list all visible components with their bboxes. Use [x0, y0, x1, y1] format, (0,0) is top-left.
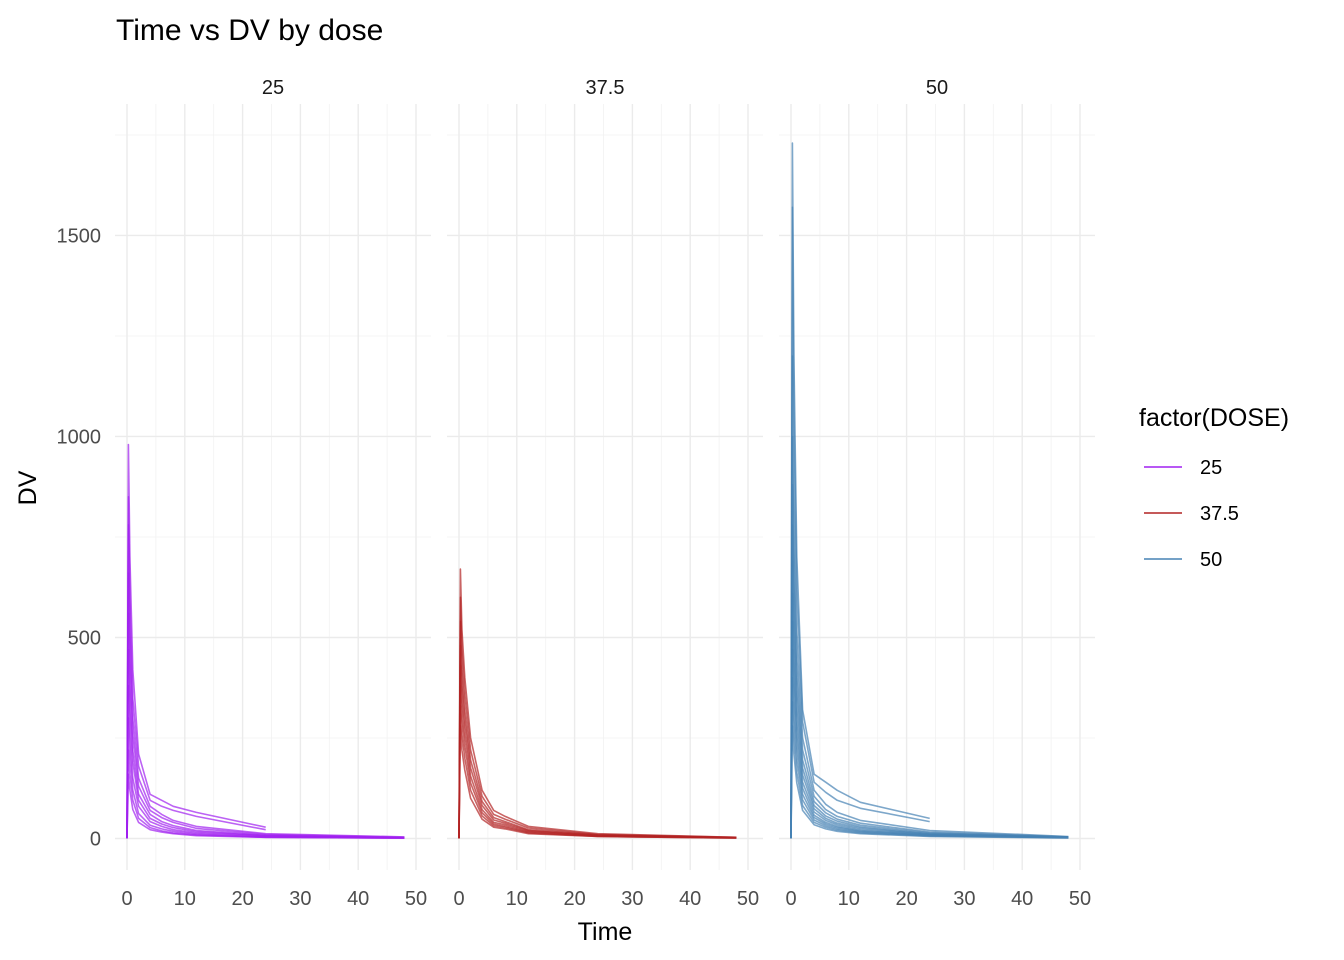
x-tick-label: 0	[121, 888, 132, 910]
series-line-13	[790, 725, 1069, 839]
chart-title: Time vs DV by dose	[116, 14, 383, 47]
x-tick-label: 20	[895, 888, 917, 910]
facet-panel-50: 50 0 10 20 30 40 50	[779, 77, 1095, 910]
facet-panel-37-5: 37.5 0 10 20 30 40 50	[447, 77, 763, 910]
series-line-2	[458, 596, 737, 839]
legend-label: 37.5	[1200, 503, 1239, 525]
x-tick-label: 30	[289, 888, 311, 910]
y-tick-label: 1500	[57, 225, 102, 247]
grid	[779, 104, 1095, 870]
series-line-5	[458, 664, 737, 839]
x-tick-label: 0	[453, 888, 464, 910]
series-line-5	[790, 483, 1069, 839]
x-tick-label: 20	[231, 888, 253, 910]
y-tick-label: 0	[90, 829, 101, 851]
x-tick-label: 30	[953, 888, 975, 910]
series-group	[126, 443, 405, 839]
series-line-6	[790, 524, 1069, 839]
x-tick-label: 10	[174, 888, 196, 910]
grid	[447, 104, 763, 870]
series-line-9	[126, 749, 405, 839]
y-axis-label: DV	[14, 470, 42, 505]
series-line-6	[458, 684, 737, 839]
facet-strip-label: 37.5	[586, 77, 625, 99]
series-line-6	[126, 648, 405, 839]
x-tick-labels: 0 10 20 30 40 50	[121, 888, 427, 910]
series-group	[458, 568, 737, 839]
facet-strip-label: 25	[262, 77, 284, 99]
x-tick-label: 50	[1069, 888, 1091, 910]
series-line-9	[790, 620, 1069, 839]
series-line-1	[458, 568, 737, 839]
x-tick-labels: 0 10 20 30 40 50	[785, 888, 1091, 910]
series-line-3	[790, 355, 1069, 839]
x-tick-label: 40	[347, 888, 369, 910]
x-tick-label: 10	[506, 888, 528, 910]
facet-panel-25: 25 0 10 20 30 40 50	[115, 77, 431, 910]
series-line-10	[126, 773, 405, 839]
series-line-3	[458, 620, 737, 839]
legend-label: 25	[1200, 457, 1222, 479]
x-axis-label: Time	[578, 918, 633, 946]
x-tick-label: 0	[785, 888, 796, 910]
legend-entries: 25 37.5 50	[1144, 457, 1239, 571]
x-tick-label: 40	[679, 888, 701, 910]
series-line-1	[790, 142, 930, 839]
legend-label: 50	[1200, 549, 1222, 571]
series-line-4	[458, 644, 737, 839]
y-tick-label: 500	[68, 627, 101, 649]
x-tick-label: 40	[1011, 888, 1033, 910]
y-tick-labels: 0 500 1000 1500	[57, 225, 102, 850]
x-tick-label: 30	[621, 888, 643, 910]
x-tick-labels: 0 10 20 30 40 50	[453, 888, 759, 910]
y-tick-label: 1000	[57, 426, 102, 448]
x-tick-label: 50	[737, 888, 759, 910]
series-line-7	[126, 684, 405, 839]
series-line-1	[126, 443, 266, 839]
series-line-10	[790, 648, 1069, 839]
series-line-3	[126, 524, 405, 839]
x-tick-label: 20	[563, 888, 585, 910]
facet-strip-label: 50	[926, 77, 948, 99]
series-line-8	[790, 592, 1069, 839]
series-group	[790, 142, 1069, 839]
series-line-8	[458, 725, 737, 839]
x-tick-label: 50	[405, 888, 427, 910]
series-line-2	[790, 206, 930, 839]
legend: factor(DOSE) 25 37.5 50	[1139, 404, 1289, 571]
x-tick-label: 10	[838, 888, 860, 910]
grid	[115, 104, 431, 870]
legend-title: factor(DOSE)	[1139, 404, 1289, 432]
series-line-4	[126, 572, 405, 839]
series-line-7	[458, 704, 737, 839]
